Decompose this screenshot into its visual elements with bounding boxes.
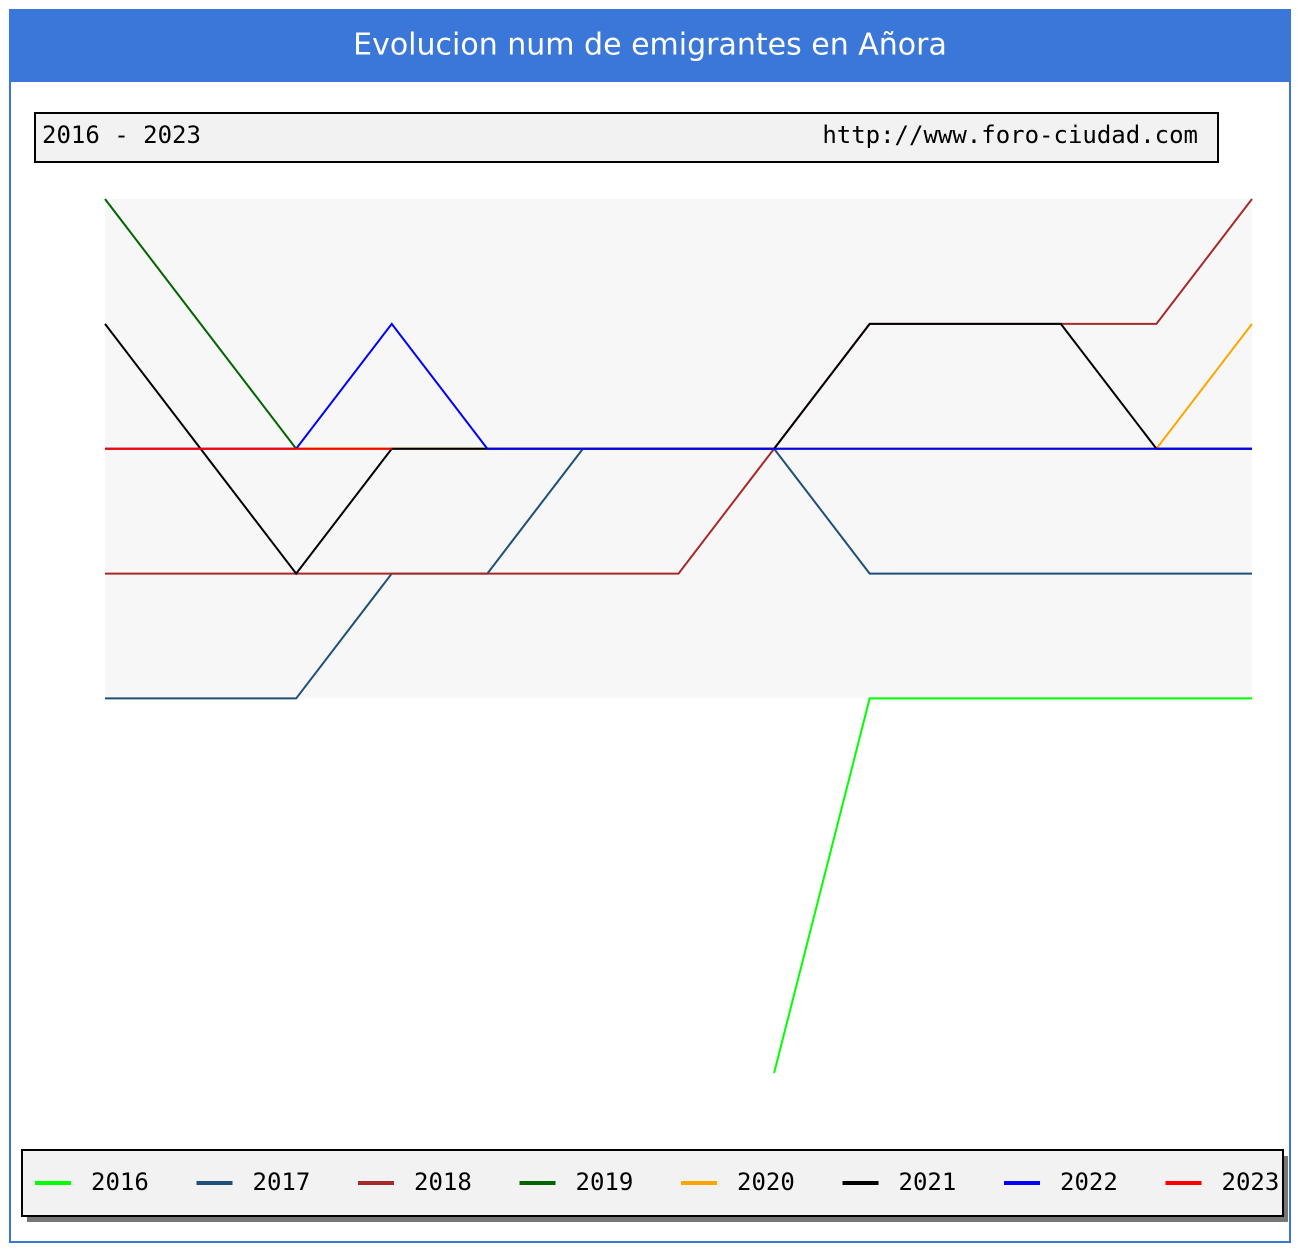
legend-label: 2020 <box>737 1168 795 1196</box>
subtitle: 2016 - 2023 <box>42 121 201 149</box>
legend-label: 2023 <box>1222 1168 1280 1196</box>
chart-title: Evolucion num de emigrantes en Añora <box>353 28 947 63</box>
legend-label: 2017 <box>253 1168 311 1196</box>
source: http://www.foro-ciudad.com <box>822 121 1198 149</box>
legend-label: 2016 <box>91 1168 149 1196</box>
legend-label: 2021 <box>899 1168 957 1196</box>
subtitle-box <box>34 112 1219 163</box>
legend-label: 2022 <box>1060 1168 1118 1196</box>
legend-label: 2018 <box>414 1168 472 1196</box>
series-line <box>773 697 1252 1074</box>
header <box>10 10 1290 82</box>
legend-label: 2019 <box>576 1168 634 1196</box>
